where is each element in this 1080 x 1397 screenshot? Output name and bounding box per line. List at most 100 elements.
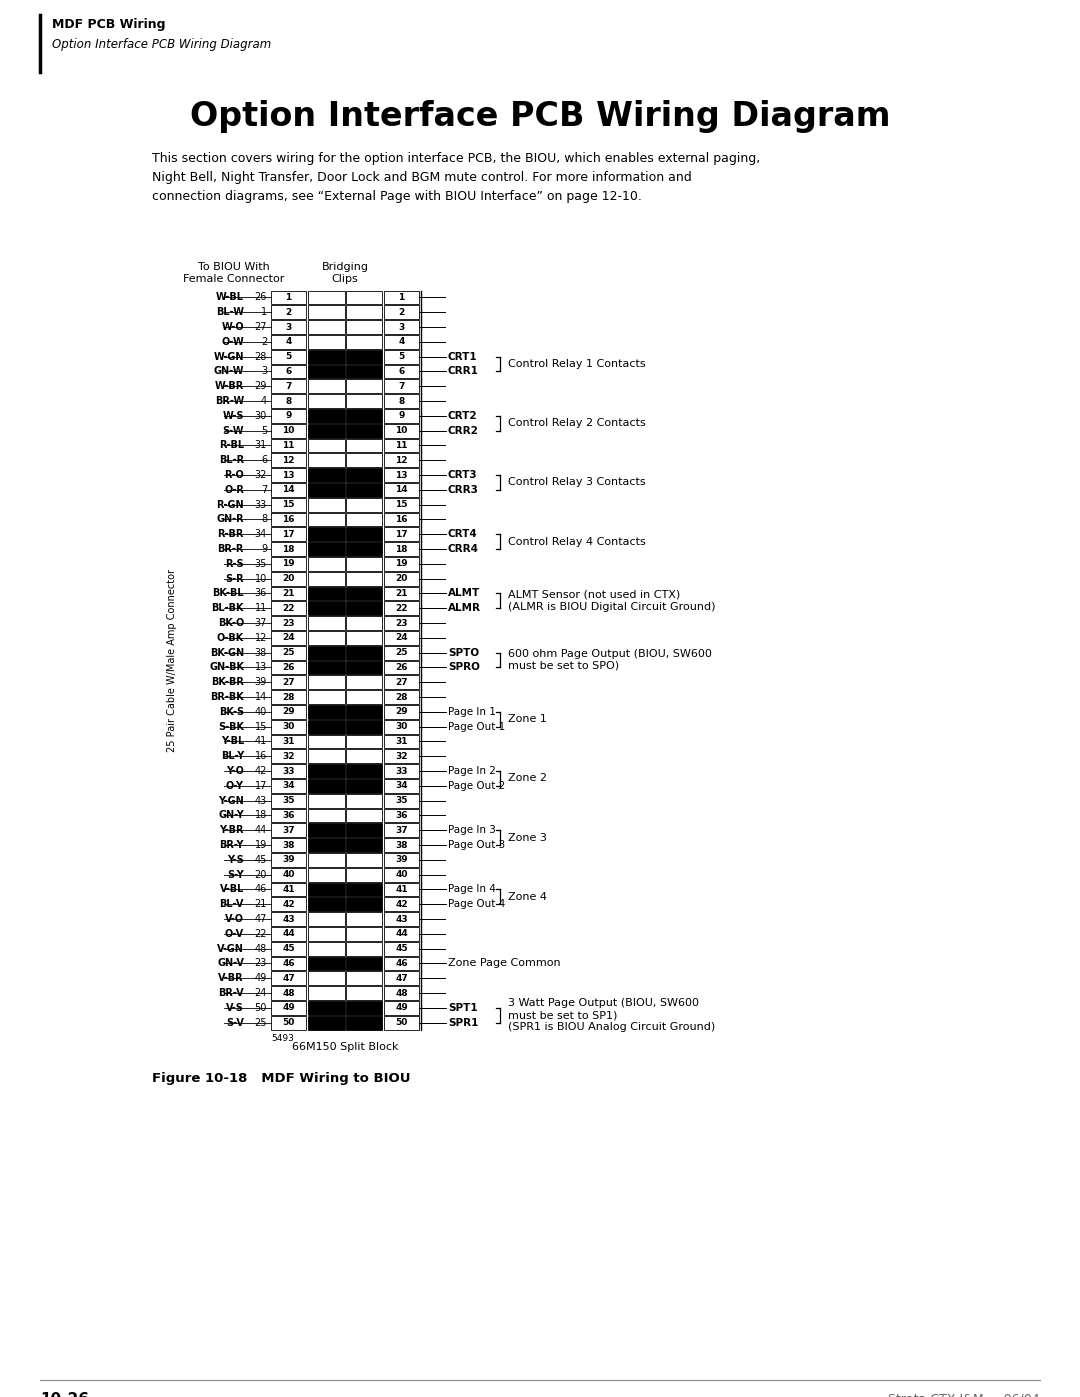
Text: Y-O: Y-O (226, 766, 244, 775)
Bar (271, 1016, 306, 1030)
Text: 28: 28 (282, 693, 295, 701)
Bar (308, 897, 345, 911)
Bar (384, 897, 419, 911)
Bar (346, 380, 382, 393)
Text: 17: 17 (282, 529, 295, 539)
Text: 15: 15 (395, 500, 408, 509)
Bar (308, 571, 345, 585)
Bar (346, 823, 382, 837)
Text: 32: 32 (395, 752, 408, 761)
Bar (271, 439, 306, 453)
Text: Page Out 3: Page Out 3 (448, 840, 505, 849)
Bar (346, 854, 382, 866)
Text: 12: 12 (282, 455, 295, 465)
Text: 46: 46 (255, 884, 267, 894)
Bar (384, 690, 419, 704)
Text: 29: 29 (255, 381, 267, 391)
Text: 25: 25 (255, 1017, 267, 1028)
Text: 40: 40 (395, 870, 408, 879)
Bar (271, 557, 306, 571)
Text: 46: 46 (395, 958, 408, 968)
Bar (346, 764, 382, 778)
Bar (384, 809, 419, 823)
Bar (271, 868, 306, 882)
Bar (271, 320, 306, 334)
Text: 12: 12 (255, 633, 267, 643)
Text: 23: 23 (282, 619, 295, 627)
Bar (271, 705, 306, 718)
Text: 8: 8 (285, 397, 292, 405)
Text: V-BR: V-BR (218, 974, 244, 983)
Bar (308, 957, 345, 971)
Bar (308, 483, 345, 497)
Bar (346, 320, 382, 334)
Bar (346, 971, 382, 985)
Bar (346, 542, 382, 556)
Text: O-R: O-R (225, 485, 244, 495)
Bar (308, 468, 345, 482)
Text: CRT2: CRT2 (448, 411, 477, 420)
Bar (384, 645, 419, 659)
Text: Y-GN: Y-GN (218, 796, 244, 806)
Text: 26: 26 (255, 292, 267, 302)
Bar (384, 675, 419, 689)
Text: V-BL: V-BL (219, 884, 244, 894)
Text: 20: 20 (395, 574, 407, 583)
Text: 42: 42 (395, 900, 408, 908)
Bar (346, 1000, 382, 1014)
Text: Page In 2: Page In 2 (448, 766, 496, 775)
Text: 50: 50 (255, 1003, 267, 1013)
Bar (308, 971, 345, 985)
Bar (271, 587, 306, 601)
Bar (308, 793, 345, 807)
Text: 40: 40 (282, 870, 295, 879)
Text: O-BK: O-BK (217, 633, 244, 643)
Text: 15: 15 (282, 500, 295, 509)
Text: W-BL: W-BL (216, 292, 244, 302)
Bar (308, 306, 345, 319)
Bar (346, 616, 382, 630)
Text: To BIOU With
Female Connector: To BIOU With Female Connector (184, 263, 285, 285)
Text: 14: 14 (255, 692, 267, 703)
Text: 44: 44 (282, 929, 295, 939)
Text: 24: 24 (255, 988, 267, 997)
Text: BR-Y: BR-Y (219, 840, 244, 849)
Bar (271, 380, 306, 393)
Bar (346, 631, 382, 644)
Bar (346, 394, 382, 408)
Text: 7: 7 (260, 485, 267, 495)
Bar (271, 764, 306, 778)
Text: S-R: S-R (226, 574, 244, 584)
Text: 18: 18 (255, 810, 267, 820)
Text: 36: 36 (395, 810, 408, 820)
Bar (308, 749, 345, 763)
Text: Zone 3: Zone 3 (508, 833, 546, 842)
Text: 4: 4 (399, 337, 405, 346)
Bar (346, 439, 382, 453)
Text: 19: 19 (282, 559, 295, 569)
Text: 38: 38 (282, 841, 295, 849)
Bar (346, 705, 382, 718)
Text: 33: 33 (395, 767, 408, 775)
Bar (346, 690, 382, 704)
Bar (271, 291, 306, 305)
Bar (308, 942, 345, 956)
Bar (271, 883, 306, 897)
Bar (346, 483, 382, 497)
Text: ALMT Sensor (not used in CTX): ALMT Sensor (not used in CTX) (508, 590, 680, 599)
Bar (308, 1016, 345, 1030)
Bar (271, 306, 306, 319)
Bar (308, 926, 345, 940)
Bar (384, 942, 419, 956)
Text: 47: 47 (395, 974, 408, 982)
Text: 39: 39 (395, 855, 408, 865)
Bar (384, 291, 419, 305)
Text: 47: 47 (282, 974, 295, 982)
Text: 41: 41 (255, 736, 267, 746)
Text: 35: 35 (255, 559, 267, 569)
Text: Page Out 2: Page Out 2 (448, 781, 505, 791)
Text: 20: 20 (255, 869, 267, 880)
Bar (308, 719, 345, 733)
Text: BL-W: BL-W (216, 307, 244, 317)
Text: 22: 22 (395, 604, 408, 613)
